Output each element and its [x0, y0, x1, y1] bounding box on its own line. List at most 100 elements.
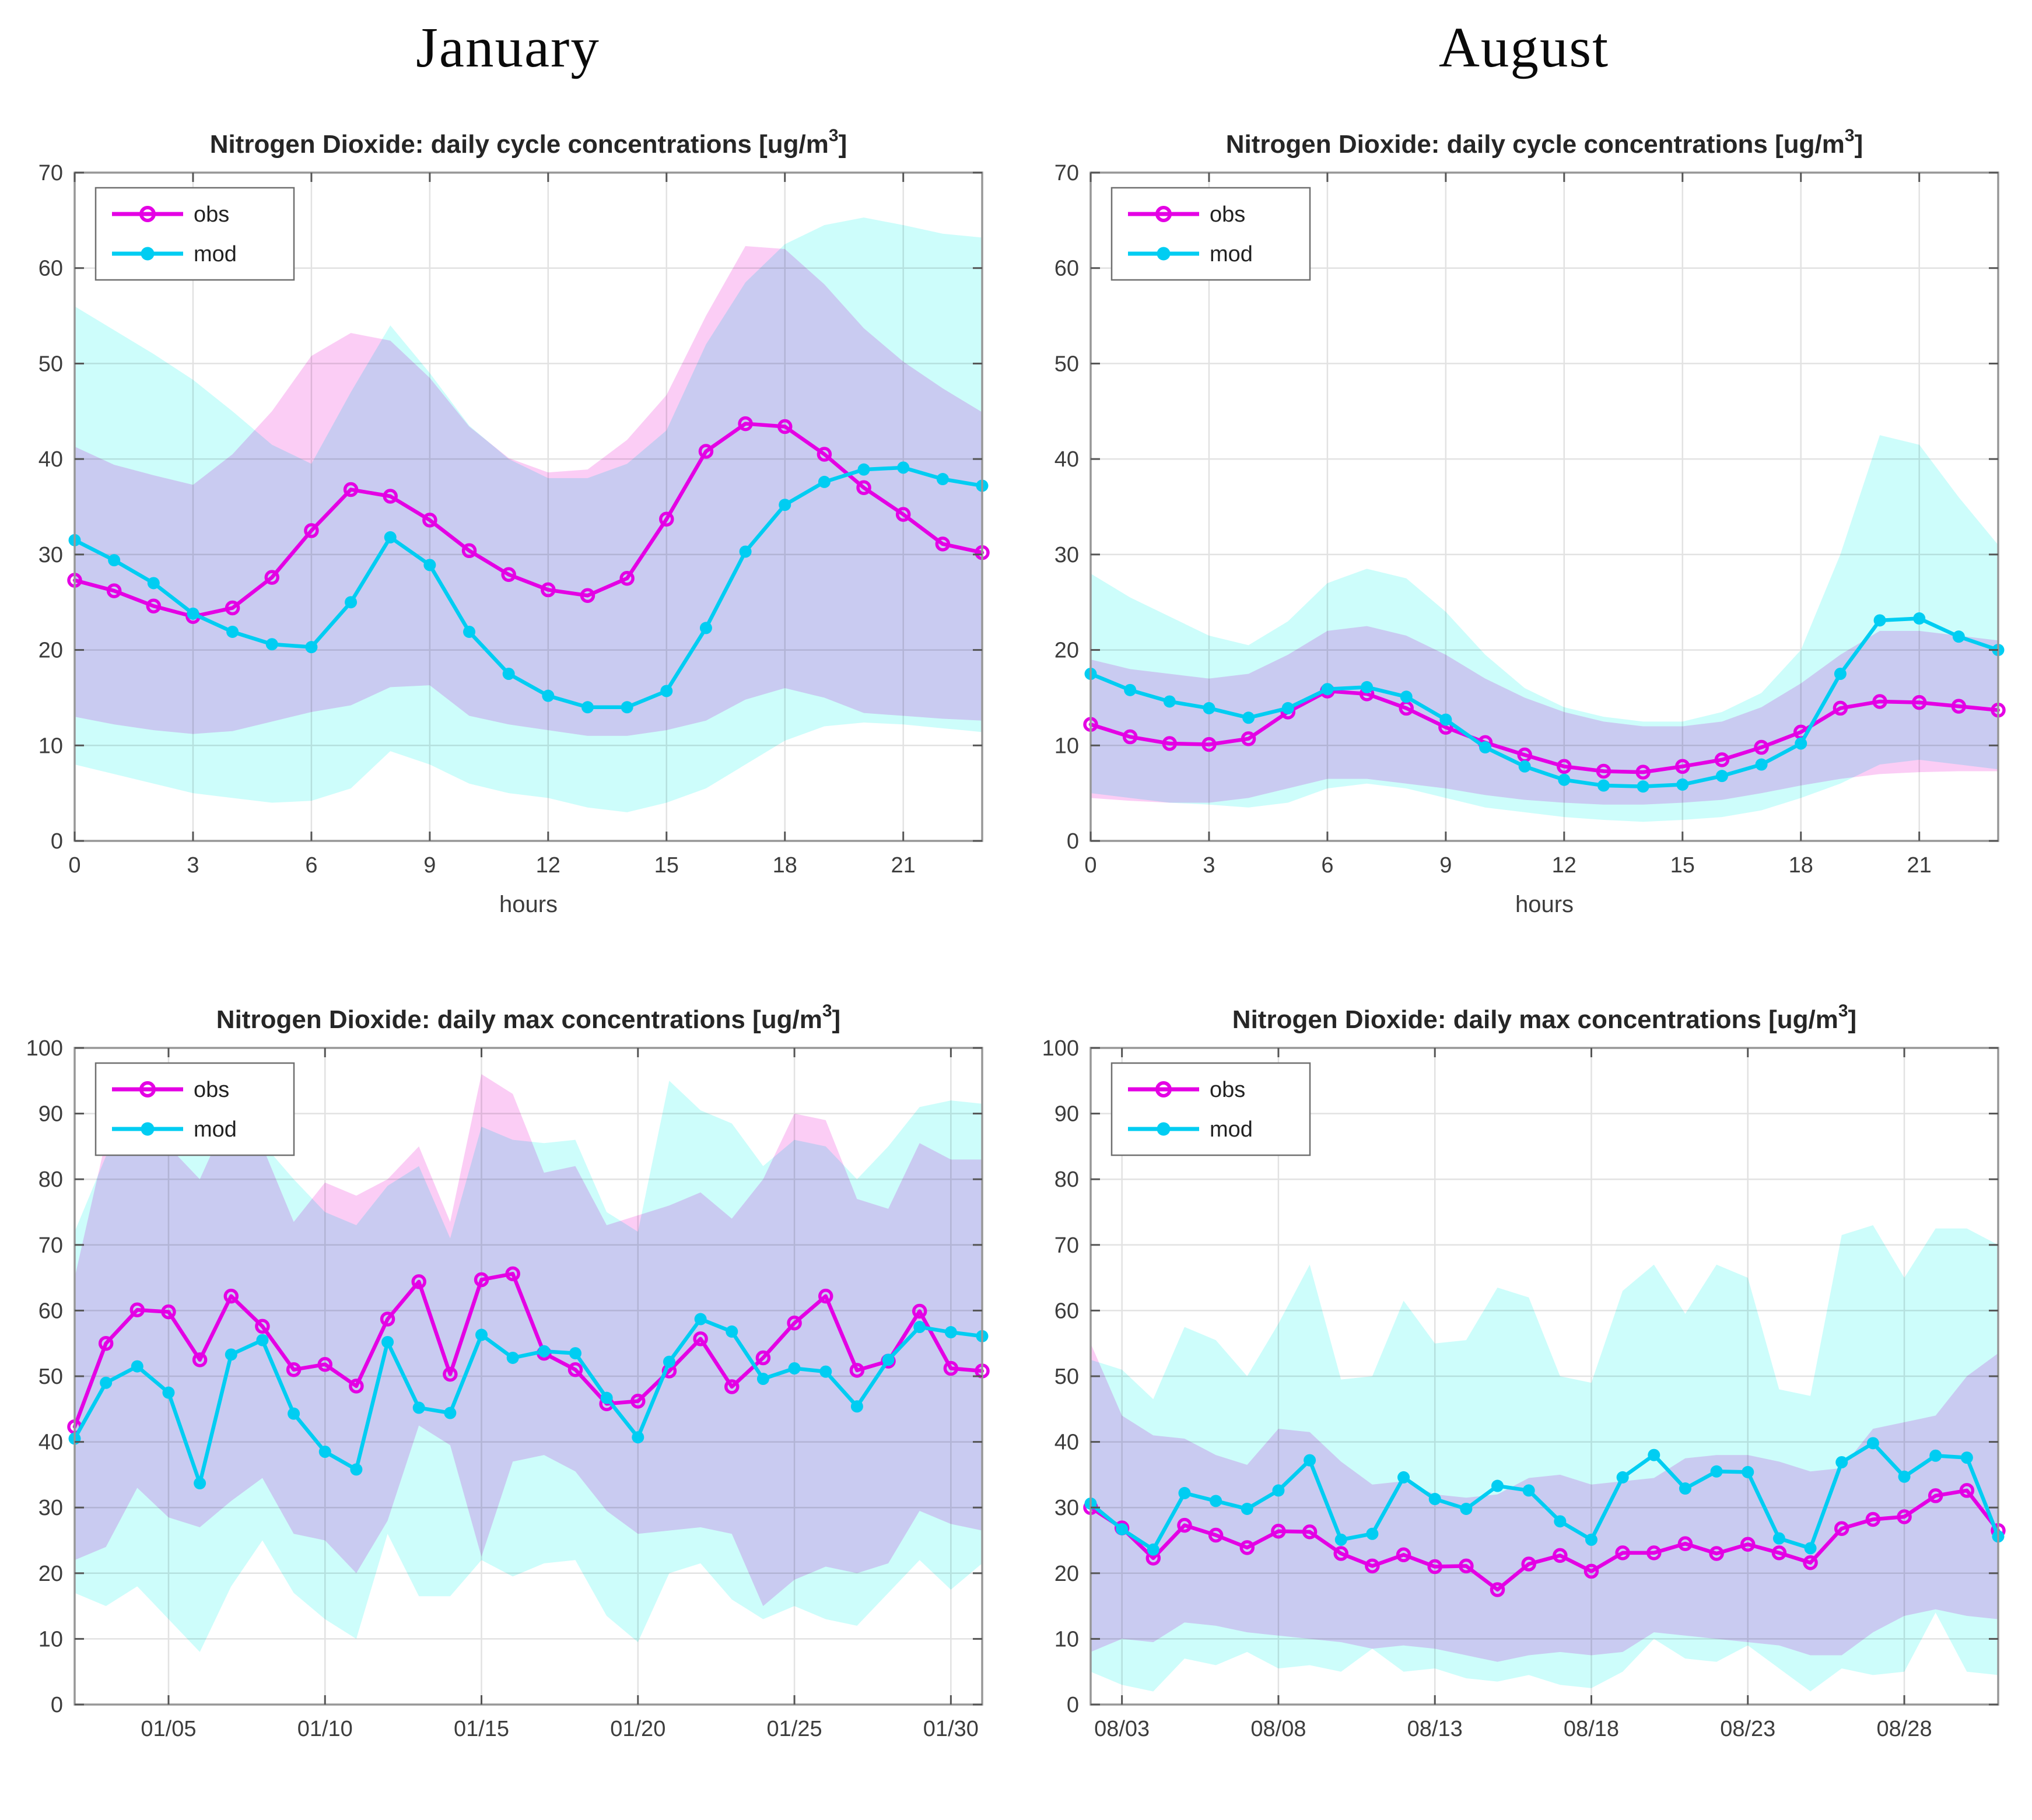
mod-marker: [1742, 1465, 1754, 1478]
obs-marker: [698, 444, 714, 459]
mod-marker: [162, 1386, 175, 1399]
mod-marker: [1491, 1479, 1504, 1492]
mod-marker: [147, 577, 160, 590]
y-tick-label: 0: [1067, 829, 1079, 854]
mod-marker: [256, 1334, 269, 1346]
y-tick-label: 60: [1054, 257, 1079, 281]
obs-marker: [818, 1288, 833, 1304]
x-tick-label: 9: [423, 853, 436, 878]
legend-box: obs mod: [1110, 1062, 1311, 1156]
obs-marker: [1833, 700, 1848, 716]
obs-marker: [1553, 1548, 1568, 1563]
mod-marker: [131, 1360, 143, 1373]
mod-marker: [1203, 702, 1215, 714]
chart-aug-max: 08/03 08/08 08/13 08/18 08/23 08/28 0 10 20 30 40 5…: [1016, 992, 2032, 1800]
legend-box: obs mod: [94, 187, 295, 281]
y-tick-label: 0: [51, 829, 63, 854]
mod-marker: [1676, 778, 1689, 791]
obs-marker: [1365, 1558, 1380, 1574]
header-cell-january: January: [0, 15, 1016, 104]
obs-marker: [1714, 752, 1730, 767]
mod-marker: [569, 1347, 581, 1360]
chart-title: Nitrogen Dioxide: daily cycle concentrat…: [1226, 126, 1863, 159]
x-tick-label: 6: [305, 853, 317, 878]
mod-marker: [1428, 1493, 1441, 1506]
mod-marker: [1913, 612, 1926, 625]
obs-marker: [225, 600, 240, 616]
x-tick-label: 18: [1789, 853, 1813, 878]
y-tick-label: 30: [1054, 543, 1079, 567]
mod-marker: [1163, 695, 1176, 708]
chart-title: Nitrogen Dioxide: daily max concentratio…: [1232, 1001, 1856, 1034]
mod-marker: [1616, 1471, 1629, 1484]
obs-marker: [1557, 759, 1572, 774]
jan-max-svg: 01/05 01/10 01/15 01/20 01/25 01/30 0 10 20 30 40 5…: [26, 1001, 990, 1741]
mod-marker: [226, 625, 239, 638]
y-tick-label: 30: [38, 543, 63, 567]
mod-marker: [412, 1401, 425, 1414]
obs-line: [72, 1272, 985, 1429]
mod-marker: [1597, 779, 1610, 792]
obs-marker: [1521, 1556, 1536, 1572]
mod-marker: [600, 1391, 613, 1404]
jan-cycle-svg: 0 3 6 9 12 15 18 21 0 10 20 30 40 50 60 70 hours Nitrogen…: [38, 126, 990, 917]
aug-max-svg: 08/03 08/08 08/13 08/18 08/23 08/28 0 10 20 30 40 5…: [1042, 1001, 2006, 1741]
obs-marker: [1951, 699, 1967, 714]
obs-marker: [380, 1311, 395, 1327]
obs-marker: [1490, 1582, 1505, 1597]
mod-marker: [225, 1348, 237, 1361]
obs-marker: [1897, 1509, 1912, 1524]
obs-marker: [1834, 1521, 1849, 1536]
mod-marker: [1334, 1533, 1347, 1546]
y-tick-label: 80: [1054, 1167, 1079, 1192]
obs-marker: [1709, 1546, 1724, 1561]
axes-box: [73, 171, 983, 842]
obs-marker: [411, 1274, 426, 1289]
mod-marker: [694, 1313, 707, 1325]
legend-obs-label: obs: [1210, 1078, 1245, 1102]
legend-obs-label: obs: [1210, 202, 1245, 227]
mod-marker: [1479, 741, 1492, 754]
x-tick-label: 01/25: [767, 1717, 822, 1741]
y-tick-label: 60: [38, 1299, 63, 1323]
mod-marker: [1281, 702, 1294, 714]
y-tick-label: 40: [1054, 447, 1079, 472]
obs-marker: [659, 511, 674, 527]
obs-marker: [755, 1350, 771, 1366]
x-tick-label: 0: [1084, 853, 1096, 878]
obs-marker: [856, 480, 871, 496]
mod-marker: [1116, 1523, 1129, 1535]
obs-marker: [264, 570, 280, 585]
x-tick-label: 21: [891, 853, 916, 878]
obs-marker: [461, 543, 477, 559]
mod-marker: [506, 1351, 519, 1364]
obs-marker: [1427, 1559, 1442, 1574]
mod-marker: [381, 1335, 394, 1348]
mod-marker: [660, 685, 673, 697]
x-tick-label: 18: [773, 853, 797, 878]
x-tick-label: 12: [1552, 853, 1576, 878]
mod-marker: [818, 475, 831, 488]
legend-frame: [94, 187, 295, 281]
legend-frame: [94, 1062, 295, 1156]
mod-line: [1088, 616, 2001, 788]
obs-marker: [317, 1356, 332, 1372]
mod-marker: [1147, 1543, 1159, 1556]
header-cell-august: August: [1016, 15, 2032, 104]
mod-marker: [1648, 1449, 1660, 1461]
obs-marker: [98, 1335, 114, 1351]
legend-frame: [1110, 1062, 1311, 1156]
obs-marker: [1675, 759, 1690, 774]
obs-marker: [1177, 1517, 1192, 1533]
obs-marker: [1302, 1524, 1318, 1540]
mod-marker: [897, 461, 910, 474]
obs-marker: [1239, 1540, 1255, 1555]
mod-marker: [1835, 1456, 1848, 1469]
mod-marker: [1715, 770, 1728, 783]
legend-mod-label: mod: [194, 1117, 237, 1142]
legend-mod-marker: [141, 247, 155, 261]
x-tick-label: 01/10: [297, 1717, 353, 1741]
mod-marker: [1755, 758, 1768, 771]
obs-marker: [693, 1331, 708, 1346]
obs-marker: [1677, 1536, 1693, 1551]
